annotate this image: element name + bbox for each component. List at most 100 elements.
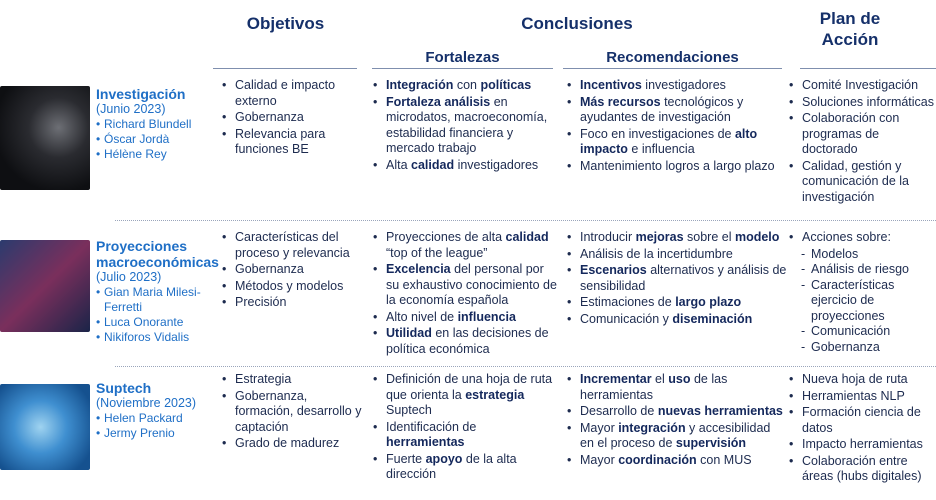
bold-text: largo plazo bbox=[675, 295, 742, 309]
bullet-item: Escenarios alternativos y análisis de se… bbox=[567, 263, 787, 294]
bullet-item: Mayor integración y accesibilidad en el … bbox=[567, 421, 787, 452]
text: con bbox=[453, 78, 481, 92]
rule bbox=[213, 68, 357, 69]
text: Definición de una hoja de ruta que orien… bbox=[386, 372, 553, 402]
person: Hélène Rey bbox=[96, 147, 214, 162]
text: Formación ciencia de datos bbox=[802, 405, 921, 435]
bold-text: herramientas bbox=[386, 435, 465, 449]
bullet-item: Formación ciencia de datos bbox=[789, 405, 935, 436]
bold-text: supervisión bbox=[675, 436, 747, 450]
bullet-item: Proyecciones de alta calidad “top of the… bbox=[373, 230, 558, 261]
bullet-item: Fortaleza análisis en microdatos, macroe… bbox=[373, 95, 558, 157]
photo bbox=[0, 384, 90, 470]
recomendaciones-column: Incrementar el uso de las herramientasDe… bbox=[567, 372, 787, 469]
sub-item: Gobernanza bbox=[789, 340, 935, 356]
bold-text: políticas bbox=[480, 78, 532, 92]
person: Jermy Prenio bbox=[96, 426, 214, 441]
bold-text: coordinación bbox=[618, 452, 697, 467]
text: investigadores bbox=[454, 157, 539, 172]
separator bbox=[115, 220, 936, 221]
bullet-item: Acciones sobre: bbox=[789, 230, 935, 246]
text: Acciones sobre: bbox=[802, 230, 891, 244]
rule bbox=[800, 68, 936, 69]
bullet-item: Foco en investigaciones de alto impacto … bbox=[567, 127, 787, 158]
bold-text: integración bbox=[618, 420, 686, 435]
bullet-item: Soluciones informáticas bbox=[789, 95, 935, 111]
text: Nueva hoja de ruta bbox=[802, 372, 908, 386]
bold-text: influencia bbox=[457, 309, 516, 324]
person: Óscar Jordà bbox=[96, 132, 214, 147]
bullet-item: Utilidad en las decisiones de política e… bbox=[373, 326, 558, 357]
text: Herramientas NLP bbox=[802, 388, 905, 403]
bold-text: apoyo bbox=[425, 451, 463, 466]
text: Colaboración entre áreas (hubs digitales… bbox=[802, 453, 922, 484]
rule bbox=[563, 68, 782, 69]
row-date: (Junio 2023) bbox=[96, 102, 166, 116]
text: Mayor bbox=[580, 420, 619, 435]
text: Foco en investigaciones de bbox=[580, 126, 735, 141]
text: Impacto herramientas bbox=[802, 437, 923, 451]
objetivos-column: EstrategiaGobernanza, formación, desarro… bbox=[222, 372, 362, 453]
text: sobre el bbox=[683, 230, 735, 244]
bold-text: Incrementar bbox=[580, 372, 652, 386]
bullet-item: Herramientas NLP bbox=[789, 389, 935, 405]
text: en las decisiones de política económica bbox=[386, 326, 549, 356]
row-title-block: Proyecciones macroeconómicas (Julio 2023)… bbox=[96, 238, 219, 345]
bold-text: calidad bbox=[411, 157, 455, 172]
bold-text: Utilidad bbox=[386, 326, 432, 340]
text: Introducir bbox=[580, 230, 636, 244]
text: Comité Investigación bbox=[802, 78, 919, 92]
text: de las herramientas bbox=[580, 372, 728, 402]
bullet-item: Calidad, gestión y comunicación de la in… bbox=[789, 159, 935, 206]
text: Estimaciones de bbox=[580, 295, 676, 309]
bold-text: mejoras bbox=[635, 230, 684, 244]
plan-column: Nueva hoja de ruta Herramientas NLP Formac… bbox=[789, 372, 935, 486]
bullet-item: Relevancia para funciones BE bbox=[222, 127, 362, 158]
text: Proyecciones de alta bbox=[386, 230, 506, 244]
text: del personal por su exhaustivo conocimie… bbox=[386, 262, 557, 307]
bullet-item: Excelencia del personal por su exhaustiv… bbox=[373, 262, 558, 309]
photo bbox=[0, 86, 90, 190]
person: Luca Onorante bbox=[96, 315, 214, 330]
text: Soluciones informáticas bbox=[802, 94, 935, 109]
person: Helen Packard bbox=[96, 411, 214, 426]
text: con MUS bbox=[696, 452, 752, 467]
text: en microdatos, macroeconomía, estabilida… bbox=[386, 94, 548, 156]
text: Alta bbox=[386, 157, 412, 172]
bullet-item: Estrategia bbox=[222, 372, 362, 388]
bold-text: Incentivos bbox=[580, 78, 642, 92]
rule bbox=[372, 68, 553, 69]
text: Suptech bbox=[386, 403, 432, 417]
bullet-item: Alta calidad investigadores bbox=[373, 158, 558, 174]
bullet-item: Colaboración con programas de doctorado bbox=[789, 111, 935, 158]
text: Colaboración con programas de doctorado bbox=[802, 111, 900, 156]
text: Calidad, gestión y comunicación de la in… bbox=[802, 158, 910, 204]
text: Mantenimiento logros a largo plazo bbox=[580, 158, 775, 173]
bold-text: nuevas herramientas bbox=[657, 404, 783, 418]
bullet-item: Integración con políticas bbox=[373, 78, 558, 94]
bullet-item: Mayor coordinación con MUS bbox=[567, 453, 787, 469]
bullet-item: Grado de madurez bbox=[222, 436, 362, 452]
row-date: (Julio 2023) bbox=[96, 270, 162, 284]
bullet-item: Definición de una hoja de ruta que orien… bbox=[373, 372, 558, 419]
bold-text: Fortaleza análisis bbox=[386, 94, 491, 109]
bullet-item: Comunicación y diseminación bbox=[567, 312, 787, 328]
row-title-block: Investigación(Junio 2023)Richard Blundel… bbox=[96, 86, 214, 162]
bold-text: Excelencia bbox=[386, 262, 451, 276]
bullet-item: Introducir mejoras sobre el modelo bbox=[567, 230, 787, 246]
header-conclusiones: Conclusiones bbox=[521, 14, 633, 33]
text: Mayor bbox=[580, 452, 619, 467]
bold-text: estrategia bbox=[465, 387, 525, 402]
bullet-item: Incrementar el uso de las herramientas bbox=[567, 372, 787, 403]
bullet-item: Colaboración entre áreas (hubs digitales… bbox=[789, 454, 935, 485]
bullet-item: Gobernanza bbox=[222, 262, 362, 278]
bullet-item: Precisión bbox=[222, 295, 362, 311]
bold-text: Integración bbox=[386, 78, 454, 92]
fortalezas-column: Integración con políticasFortaleza análi… bbox=[373, 78, 558, 174]
text: y accesibilidad en el proceso de bbox=[580, 420, 771, 451]
text: Comunicación y bbox=[580, 311, 673, 326]
bold-text: modelo bbox=[734, 230, 780, 244]
text: de la alta dirección bbox=[386, 451, 517, 482]
header-recomendaciones: Recomendaciones bbox=[606, 49, 739, 66]
bullet-item: Identificación de herramientas bbox=[373, 420, 558, 451]
